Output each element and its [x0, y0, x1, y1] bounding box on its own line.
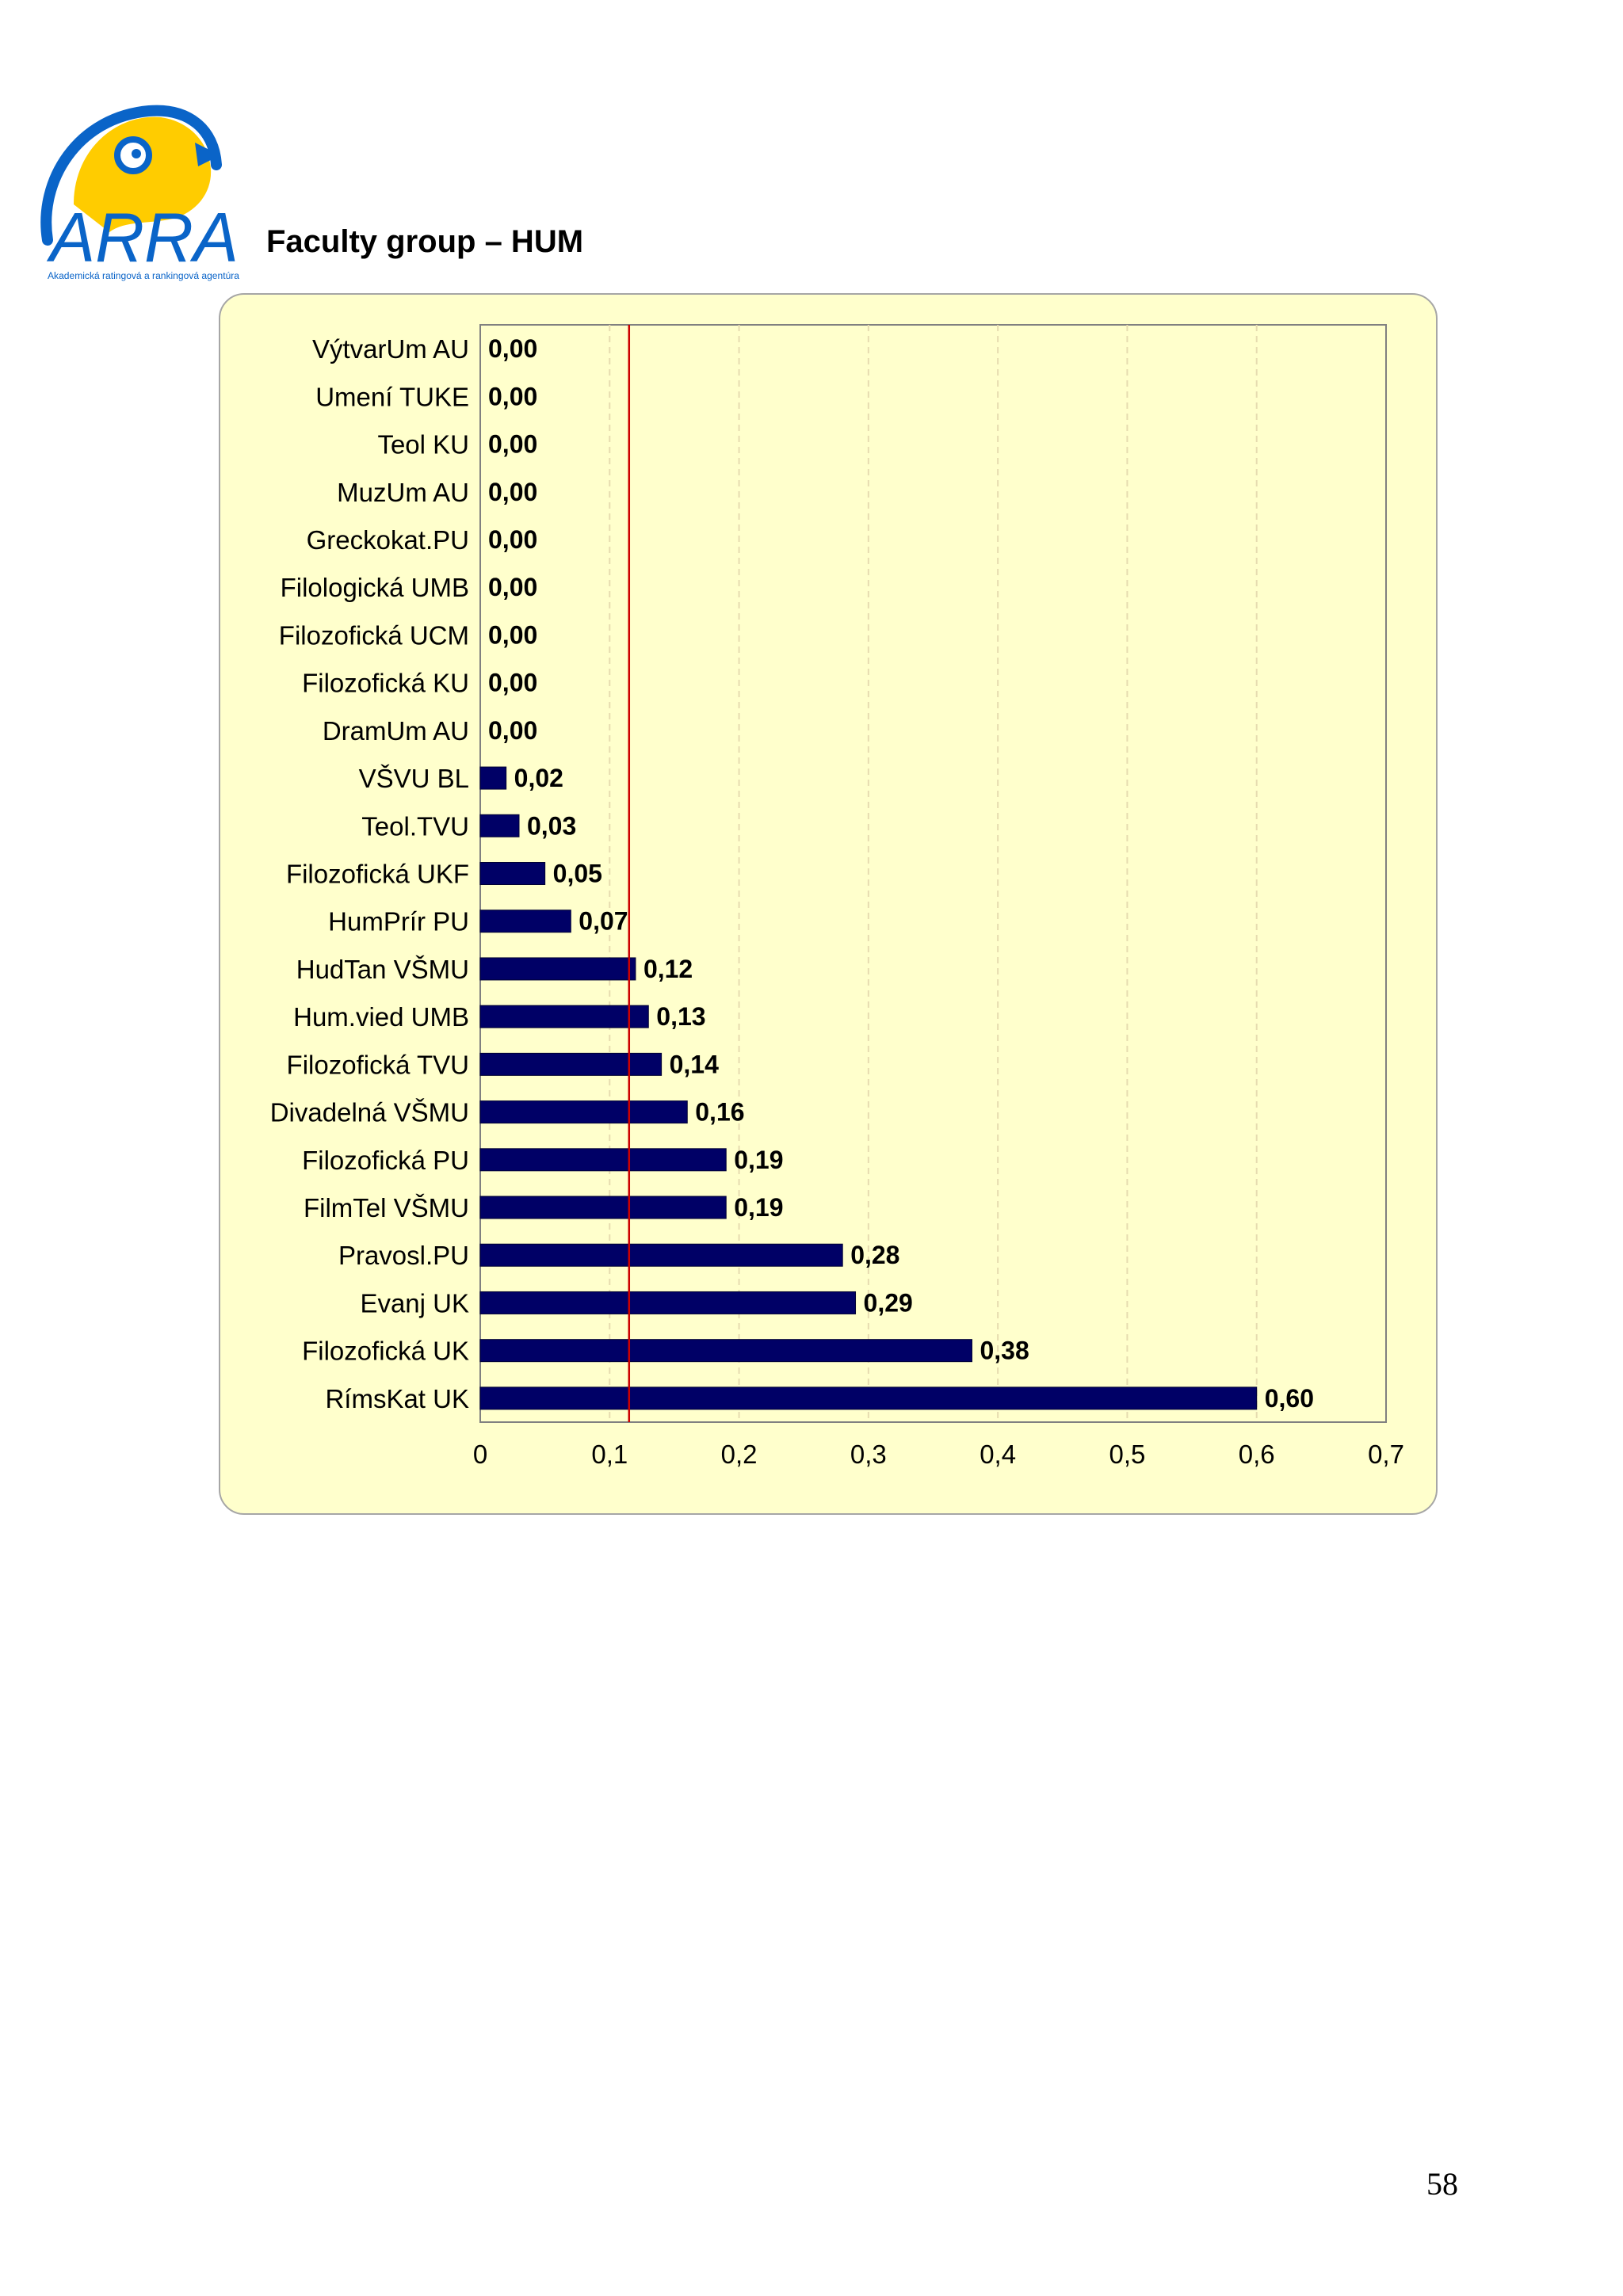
bar	[479, 1243, 843, 1267]
category-label: FilmTel VŠMU	[304, 1193, 469, 1222]
category-label: Teol KU	[377, 430, 469, 460]
arra-logo: ARRA Akademická ratingová a rankingová a…	[30, 93, 244, 292]
category-label: Divadelná VŠMU	[270, 1098, 469, 1127]
value-label: 0,60	[1265, 1384, 1314, 1413]
x-tick-label: 0,1	[591, 1440, 628, 1469]
value-label: 0,03	[527, 811, 576, 840]
value-labels: 0,00 0,00 0,00 0,00 0,00 0,00 0,00 0,00 0,00 0,02…	[488, 334, 1314, 1413]
category-label: HumPrír PU	[328, 907, 469, 936]
category-label: Greckokat.PU	[307, 525, 469, 555]
logo-bird-beak	[195, 143, 220, 166]
bar	[479, 1005, 649, 1028]
value-label: 0,29	[864, 1288, 913, 1317]
value-label: 0,00	[488, 573, 537, 601]
category-label: Evanj UK	[360, 1288, 469, 1318]
x-tick-label: 0,4	[980, 1440, 1016, 1469]
category-label: Umení TUKE	[315, 382, 469, 411]
page-title: Faculty group – HUM	[266, 224, 584, 259]
bars	[479, 766, 1258, 1410]
bar	[479, 1148, 727, 1172]
category-label: VýtvarUm AU	[312, 334, 469, 364]
value-label: 0,00	[488, 430, 537, 459]
category-label: Filozofická UCM	[279, 620, 469, 650]
bar	[479, 814, 520, 837]
bar	[479, 1052, 663, 1076]
logo-bird-body	[74, 116, 212, 232]
value-label: 0,14	[670, 1050, 719, 1078]
category-label: Hum.vied UMB	[293, 1002, 469, 1032]
bar	[479, 1100, 688, 1124]
plot-area	[479, 324, 1387, 1423]
x-tick-label: 0,3	[850, 1440, 887, 1469]
x-tick-label: 0,6	[1239, 1440, 1275, 1469]
bar	[479, 766, 507, 790]
category-label: RímsKat UK	[325, 1384, 469, 1413]
value-label: 0,00	[488, 334, 537, 363]
x-tick-label: 0,7	[1368, 1440, 1404, 1469]
value-label: 0,28	[850, 1241, 899, 1269]
category-label: MuzUm AU	[337, 478, 469, 507]
category-label: Filozofická KU	[302, 669, 469, 698]
x-axis-ticks: 0 0,1 0,2 0,3 0,4 0,5 0,6 0,7	[473, 1440, 1404, 1469]
grid-lines	[609, 325, 1258, 1422]
value-label: 0,13	[656, 1002, 705, 1031]
logo-arc	[40, 105, 222, 246]
value-label: 0,16	[695, 1098, 744, 1127]
value-label: 0,19	[734, 1146, 783, 1174]
bar	[479, 910, 571, 933]
value-label: 0,38	[980, 1337, 1029, 1365]
x-tick-label: 0	[473, 1440, 487, 1469]
value-label: 0,00	[488, 478, 537, 506]
bar	[479, 1339, 972, 1363]
value-label: 0,12	[643, 955, 693, 983]
bar	[479, 1291, 857, 1314]
bar	[479, 1386, 1258, 1410]
value-label: 0,05	[553, 860, 602, 888]
category-label: Filozofická UK	[302, 1337, 469, 1366]
value-label: 0,02	[514, 764, 563, 792]
bar	[479, 862, 546, 885]
value-label: 0,00	[488, 525, 537, 554]
value-label: 0,07	[579, 907, 628, 936]
logo-subtitle: Akademická ratingová a rankingová agentú…	[48, 272, 240, 281]
bar-chart: VýtvarUm AU Umení TUKE Teol KU MuzUm AU Grec…	[270, 324, 1404, 1469]
category-label: Filozofická PU	[302, 1146, 469, 1175]
logo-bird-eye	[132, 149, 141, 158]
value-label: 0,00	[488, 716, 537, 745]
category-label: Filozofická UKF	[286, 860, 469, 889]
category-label: DramUm AU	[323, 716, 469, 746]
category-label: HudTan VŠMU	[296, 955, 469, 984]
category-label: Filozofická TVU	[287, 1050, 469, 1079]
bar	[479, 957, 636, 981]
category-label: Teol.TVU	[361, 811, 469, 841]
category-label: Filologická UMB	[281, 573, 469, 602]
page-number: 58	[1426, 2166, 1458, 2202]
x-tick-label: 0,2	[721, 1440, 758, 1469]
value-label: 0,00	[488, 620, 537, 649]
chart-panel: VýtvarUm AU Umení TUKE Teol KU MuzUm AU Grec…	[219, 293, 1438, 1515]
category-labels: VýtvarUm AU Umení TUKE Teol KU MuzUm AU Grec…	[270, 334, 469, 1413]
category-label: VŠVU BL	[359, 764, 469, 793]
bar	[479, 1196, 727, 1219]
logo-text: ARRA	[46, 198, 239, 277]
category-label: Pravosl.PU	[338, 1241, 469, 1270]
value-label: 0,00	[488, 382, 537, 410]
value-label: 0,19	[734, 1193, 783, 1222]
value-label: 0,00	[488, 669, 537, 697]
x-tick-label: 0,5	[1109, 1440, 1145, 1469]
